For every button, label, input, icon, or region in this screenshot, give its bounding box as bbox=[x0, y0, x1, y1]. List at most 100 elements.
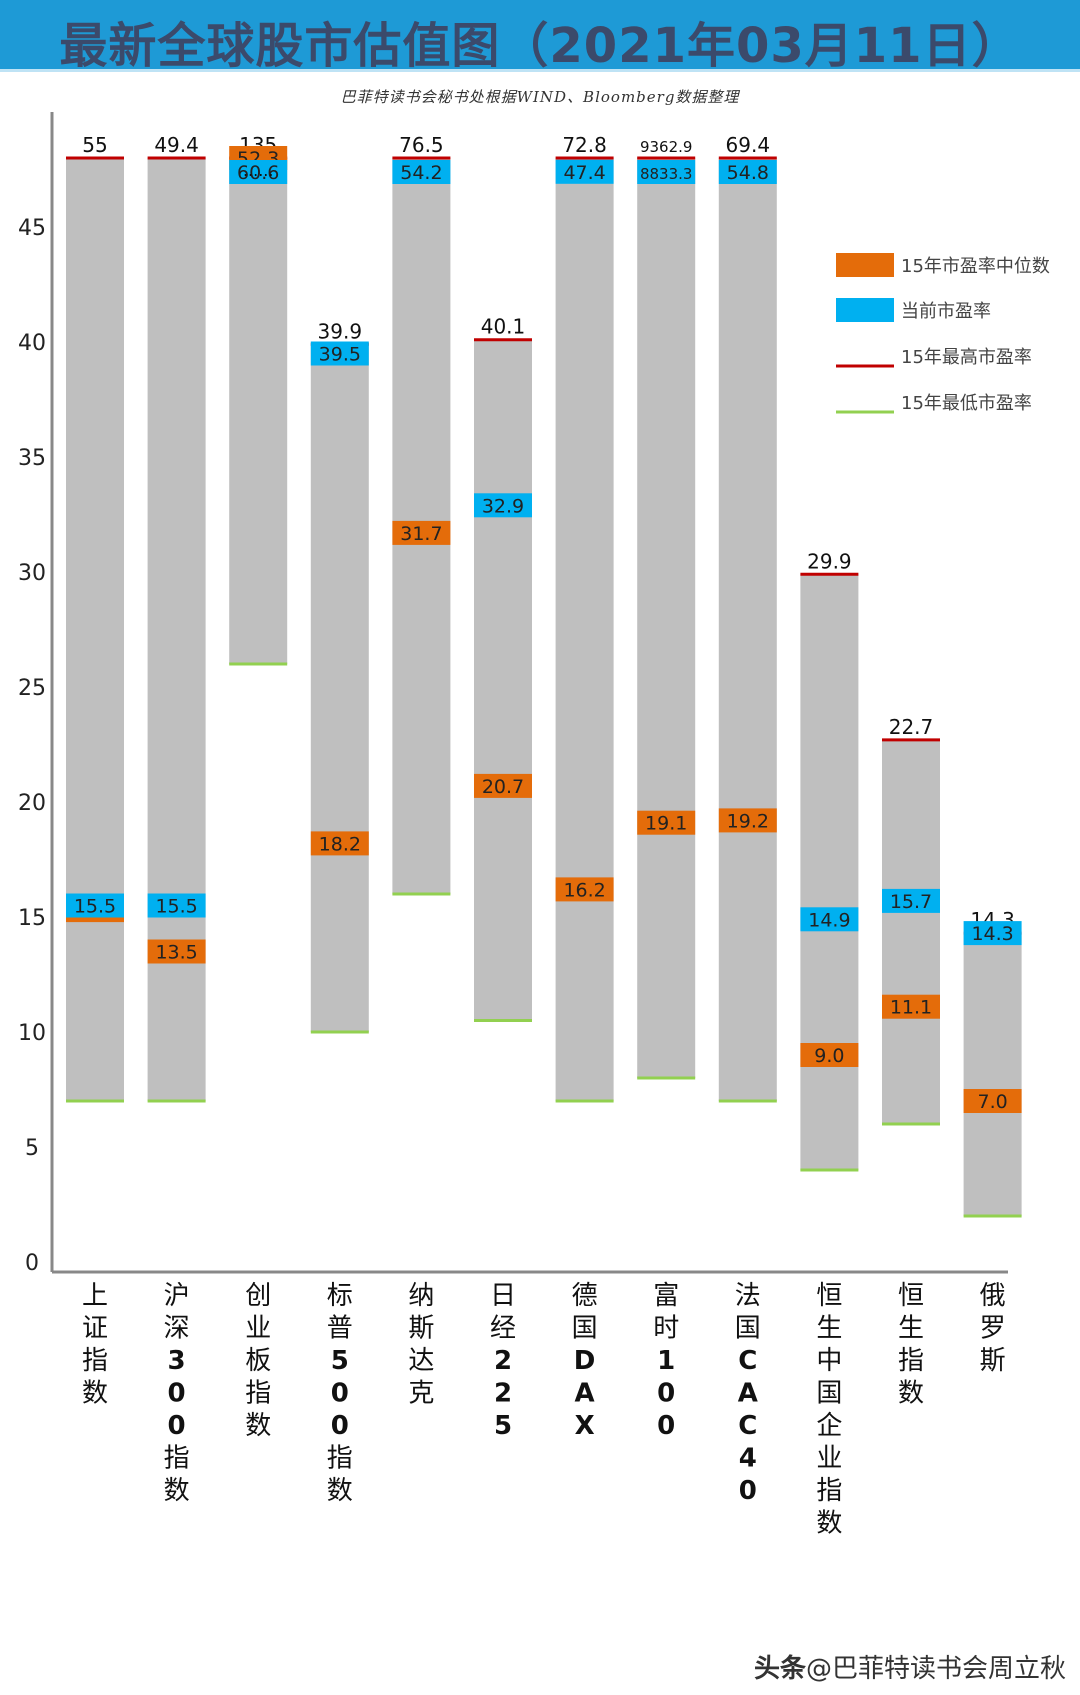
watermark-handle: @巴菲特读书会周立秋 bbox=[805, 1654, 1066, 1684]
high-pe-label: 9362.9 bbox=[640, 138, 693, 156]
legend-swatch-median bbox=[836, 253, 894, 277]
category-label-char: 指 bbox=[82, 1346, 108, 1376]
current-pe-label: 47.4 bbox=[563, 162, 605, 184]
pe-range-bar bbox=[637, 158, 696, 1078]
category-label-char: 恒 bbox=[816, 1281, 842, 1311]
y-tick-label: 5 bbox=[25, 1136, 39, 1161]
current-pe-marker bbox=[229, 160, 288, 184]
pe-range-bar bbox=[474, 339, 532, 1021]
category-label-char: 企 bbox=[816, 1411, 842, 1441]
category-label-char: 克 bbox=[408, 1379, 434, 1409]
current-pe-label: 54.8 bbox=[727, 162, 769, 184]
category-label-char: 俄 bbox=[980, 1281, 1006, 1311]
median-pe-marker bbox=[310, 831, 369, 856]
high-pe-label: 55 bbox=[82, 133, 107, 157]
median-pe-label: 19.2 bbox=[727, 810, 769, 832]
legend-label-high: 15年最高市盈率 bbox=[901, 347, 1032, 368]
current-pe-label: 8833.3 bbox=[640, 165, 693, 183]
current-pe-marker bbox=[310, 341, 369, 366]
watermark: 头条@巴菲特读书会周立秋 bbox=[754, 1648, 1066, 1685]
current-pe-label: 32.9 bbox=[482, 495, 524, 517]
median-pe-label: 13.5 bbox=[155, 942, 197, 964]
category-label-char: 纳 bbox=[408, 1281, 434, 1311]
pe-range-bar bbox=[882, 739, 940, 1124]
pe-range-bar bbox=[718, 158, 777, 1101]
category-label-char: 0 bbox=[657, 1379, 675, 1409]
legend-label-low: 15年最低市盈率 bbox=[901, 393, 1032, 414]
category-label-char: 中 bbox=[816, 1346, 842, 1376]
current-pe-label: 14.9 bbox=[808, 909, 850, 931]
category-label-char: 指 bbox=[898, 1346, 924, 1376]
y-tick-label: 40 bbox=[18, 331, 46, 356]
category-label-char: A bbox=[575, 1379, 595, 1409]
high-pe-label: 76.5 bbox=[399, 133, 444, 157]
category-label-char: 0 bbox=[168, 1379, 186, 1409]
category-label-char: 2 bbox=[494, 1379, 512, 1409]
median-pe-label: 18.2 bbox=[319, 833, 361, 855]
pe-range-bar bbox=[229, 158, 288, 664]
category-label-char: 1 bbox=[657, 1346, 675, 1376]
current-pe-marker bbox=[963, 921, 1022, 946]
y-tick-label: 25 bbox=[18, 676, 46, 701]
median-pe-label: 7.0 bbox=[977, 1091, 1007, 1113]
current-pe-label: 15.5 bbox=[74, 896, 116, 918]
category-label-char: 业 bbox=[245, 1314, 271, 1344]
axis-break-mark: ...... bbox=[243, 161, 274, 180]
category-label-char: 4 bbox=[739, 1444, 757, 1474]
y-tick-label: 35 bbox=[18, 446, 46, 471]
median-pe-label: 11.1 bbox=[890, 997, 932, 1019]
source-note: 巴菲特读书会秘书处根据WIND、Bloomberg数据整理 bbox=[340, 88, 740, 106]
category-label-char: 指 bbox=[327, 1444, 353, 1474]
median-pe-marker bbox=[882, 994, 940, 1019]
category-label-char: 恒 bbox=[898, 1281, 924, 1311]
category-label-char: 数 bbox=[898, 1379, 924, 1409]
category-label-char: A bbox=[738, 1379, 758, 1409]
category-label-char: 普 bbox=[327, 1314, 353, 1344]
current-pe-label: 15.5 bbox=[155, 896, 197, 918]
category-label-char: 2 bbox=[494, 1346, 512, 1376]
current-pe-marker bbox=[147, 893, 206, 918]
valuation-chart: 0510152025303540455515.315.5上证指数49.413.5… bbox=[18, 112, 1050, 1539]
category-label-char: 证 bbox=[82, 1314, 108, 1344]
category-label-char: 富 bbox=[653, 1281, 679, 1311]
category-label-char: 5 bbox=[331, 1346, 349, 1376]
legend-label-current: 当前市盈率 bbox=[901, 301, 991, 322]
category-label-char: 数 bbox=[164, 1476, 190, 1506]
legend-label-median: 15年市盈率中位数 bbox=[901, 256, 1050, 277]
category-label-char: 国 bbox=[735, 1314, 761, 1344]
legend-swatch-current bbox=[836, 298, 894, 322]
category-label-char: 上 bbox=[82, 1281, 108, 1311]
current-pe-marker bbox=[474, 493, 532, 518]
category-label-char: 国 bbox=[572, 1314, 598, 1344]
y-tick-label: 20 bbox=[18, 791, 46, 816]
median-pe-marker bbox=[718, 808, 777, 833]
current-pe-label: 54.2 bbox=[400, 162, 442, 184]
pe-range-bar bbox=[66, 158, 124, 1101]
current-pe-marker bbox=[637, 160, 696, 184]
pe-range-bar bbox=[800, 574, 859, 1170]
median-pe-label: 9.0 bbox=[814, 1045, 844, 1067]
y-tick-label: 45 bbox=[18, 216, 46, 241]
category-label-char: 标 bbox=[327, 1281, 353, 1311]
median-pe-marker bbox=[963, 1089, 1022, 1113]
current-pe-marker bbox=[66, 893, 124, 918]
category-label-char: 0 bbox=[739, 1476, 757, 1506]
median-pe-marker bbox=[474, 773, 532, 798]
chart-title: 最新全球股市估值图（2021年03月11日） bbox=[59, 18, 1021, 74]
current-pe-marker bbox=[800, 907, 859, 932]
y-tick-label: 15 bbox=[18, 906, 46, 931]
pe-range-bar bbox=[555, 158, 614, 1101]
median-pe-marker bbox=[637, 810, 696, 835]
category-label-char: 指 bbox=[164, 1444, 190, 1474]
category-label-char: 3 bbox=[168, 1346, 186, 1376]
category-label-char: 指 bbox=[245, 1379, 271, 1409]
category-label-char: 数 bbox=[816, 1509, 842, 1539]
pe-range-bar bbox=[310, 344, 369, 1032]
high-pe-label: 22.7 bbox=[889, 715, 934, 739]
category-label-char: 生 bbox=[898, 1314, 924, 1344]
current-pe-label: 14.3 bbox=[971, 923, 1013, 945]
high-pe-label: 29.9 bbox=[807, 549, 852, 573]
category-label-char: 数 bbox=[245, 1411, 271, 1441]
category-label-char: X bbox=[575, 1411, 595, 1441]
category-label-char: 生 bbox=[816, 1314, 842, 1344]
